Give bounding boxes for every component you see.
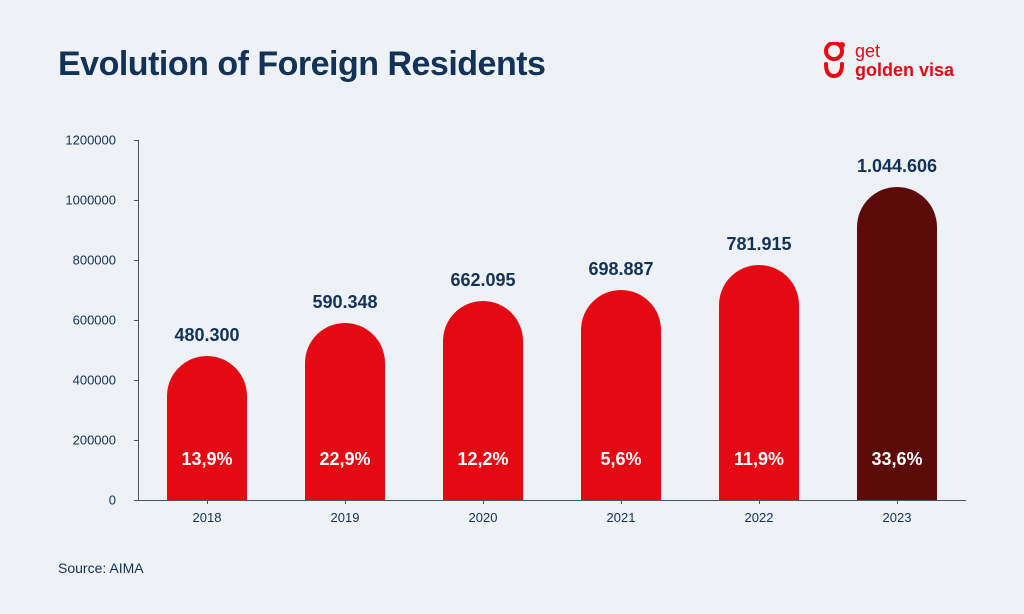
logo-mark-icon (821, 42, 847, 80)
y-tick-label: 400000 (46, 373, 116, 388)
x-tick-mark (897, 500, 898, 504)
y-tick-label: 1000000 (46, 193, 116, 208)
bar-value-label: 781.915 (726, 234, 791, 255)
y-tick-mark (134, 380, 138, 381)
x-tick-mark (207, 500, 208, 504)
x-axis (138, 500, 966, 501)
bar-value-label: 1.044.606 (857, 156, 937, 177)
bar-pct-label: 11,9% (734, 449, 784, 470)
y-tick-mark (134, 200, 138, 201)
bar (167, 356, 247, 500)
x-tick-mark (621, 500, 622, 504)
y-tick-label: 200000 (46, 433, 116, 448)
bar-pct-label: 12,2% (457, 449, 508, 470)
bar (443, 301, 523, 500)
bar (305, 323, 385, 500)
source-caption: Source: AIMA (58, 560, 144, 576)
chart-title: Evolution of Foreign Residents (58, 45, 545, 84)
bar-pct-label: 22,9% (319, 449, 370, 470)
x-tick-mark (345, 500, 346, 504)
bar-chart: 480.300 13,9% 590.348 22,9% 662.095 12,2% 698.… (58, 140, 966, 540)
y-tick-label: 0 (46, 493, 116, 508)
plot-area: 480.300 13,9% 590.348 22,9% 662.095 12,2% 698.… (138, 140, 966, 500)
x-tick-label: 2020 (469, 510, 498, 525)
x-tick-label: 2022 (745, 510, 774, 525)
bar-pct-label: 33,6% (871, 449, 922, 470)
x-tick-label: 2018 (193, 510, 222, 525)
y-tick-mark (134, 500, 138, 501)
bar-value-label: 662.095 (450, 270, 515, 291)
y-tick-mark (134, 320, 138, 321)
logo-line1: get (855, 42, 954, 61)
y-tick-label: 800000 (46, 253, 116, 268)
x-tick-label: 2019 (331, 510, 360, 525)
y-tick-label: 600000 (46, 313, 116, 328)
bar-value-label: 590.348 (312, 292, 377, 313)
y-tick-mark (134, 440, 138, 441)
y-tick-mark (134, 140, 138, 141)
logo-line2: golden visa (855, 61, 954, 80)
x-tick-label: 2021 (607, 510, 636, 525)
brand-logo: get golden visa (821, 42, 954, 80)
y-tick-label: 1200000 (46, 133, 116, 148)
bar-value-label: 698.887 (588, 259, 653, 280)
x-tick-mark (759, 500, 760, 504)
y-tick-mark (134, 260, 138, 261)
logo-text: get golden visa (855, 42, 954, 80)
x-tick-label: 2023 (883, 510, 912, 525)
bar-pct-label: 13,9% (181, 449, 232, 470)
x-tick-mark (483, 500, 484, 504)
bar-value-label: 480.300 (174, 325, 239, 346)
bar-pct-label: 5,6% (600, 449, 641, 470)
